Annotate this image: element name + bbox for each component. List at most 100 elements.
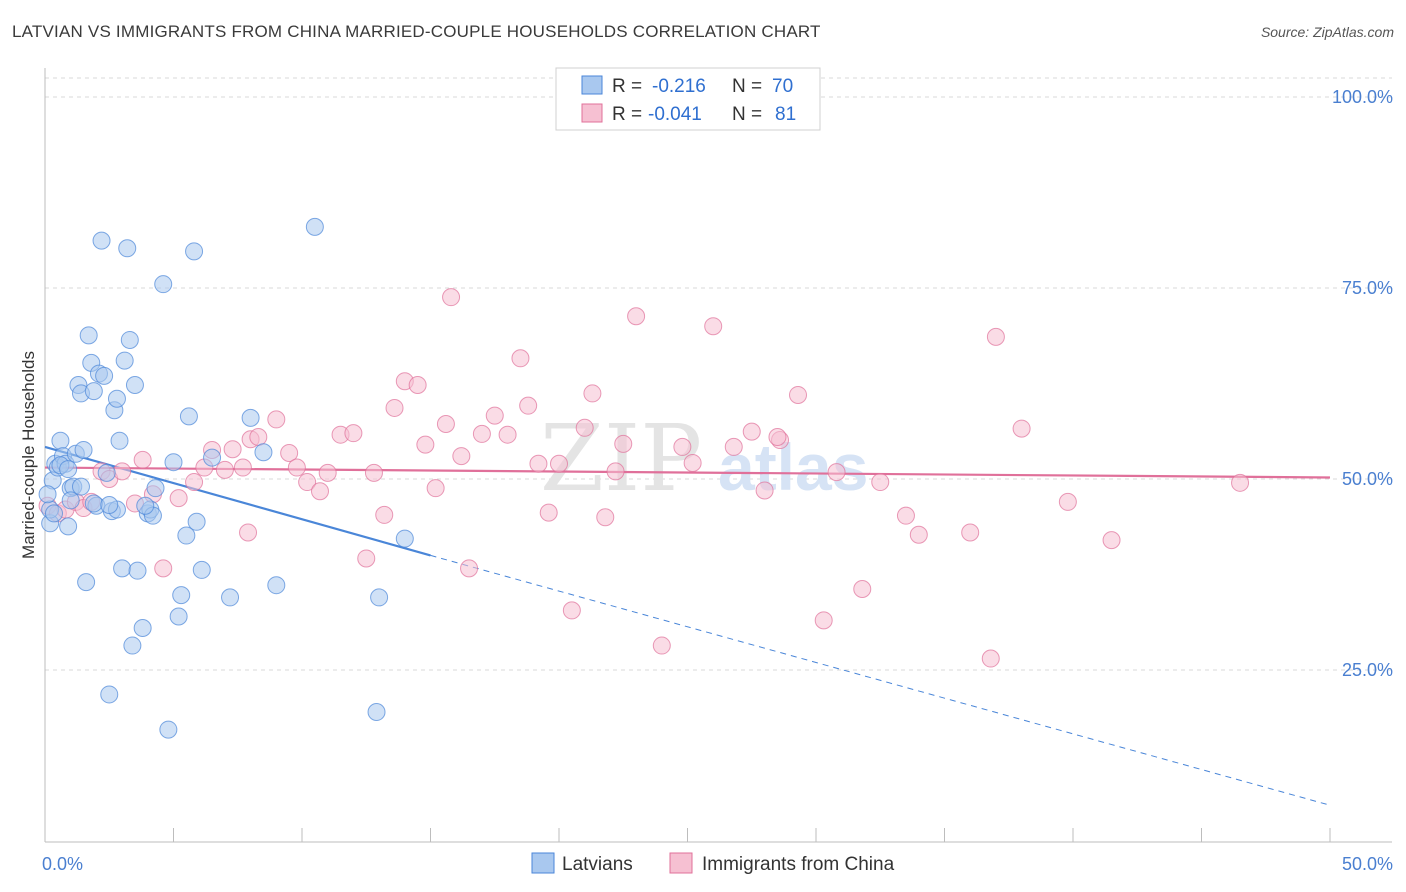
scatter-points: [38, 217, 1250, 739]
point-latvians: [133, 618, 152, 637]
point-latvians: [100, 685, 119, 704]
point-china: [896, 506, 915, 525]
point-latvians: [115, 351, 134, 370]
point-latvians: [95, 366, 114, 385]
trend-latvians-extrapolated: [430, 554, 1331, 806]
point-china: [789, 385, 808, 404]
legend-r-label-1: R =: [612, 76, 642, 97]
point-china: [442, 288, 461, 307]
point-china: [249, 427, 268, 446]
point-latvians: [125, 376, 144, 395]
point-china: [755, 481, 774, 500]
point-latvians: [71, 477, 90, 496]
legend-bottom-latvians: Latvians: [562, 854, 633, 875]
point-latvians: [123, 636, 142, 655]
point-china: [364, 463, 383, 482]
point-china: [169, 489, 188, 508]
point-latvians: [61, 491, 80, 510]
point-china: [596, 508, 615, 527]
point-china: [562, 601, 581, 620]
point-china: [310, 482, 329, 501]
point-latvians: [241, 408, 260, 427]
point-china: [683, 453, 702, 472]
point-china: [344, 424, 363, 443]
point-latvians: [177, 526, 196, 545]
point-latvians: [179, 407, 198, 426]
legend-bottom-swatch-china: [669, 852, 693, 874]
point-latvians: [172, 586, 191, 605]
legend-swatch-china: [581, 103, 603, 123]
x-tick-label-min: 0.0%: [42, 854, 83, 874]
point-latvians: [59, 460, 78, 479]
point-china: [652, 636, 671, 655]
point-china: [614, 434, 633, 453]
point-latvians: [38, 485, 57, 504]
point-latvians: [113, 559, 132, 578]
point-china: [267, 410, 286, 429]
point-china: [375, 505, 394, 524]
point-latvians: [169, 607, 188, 626]
point-china: [1012, 419, 1031, 438]
point-latvians: [395, 529, 414, 548]
point-latvians: [77, 573, 96, 592]
point-latvians: [74, 440, 93, 459]
point-china: [550, 454, 568, 473]
axes: [44, 68, 1392, 843]
point-china: [724, 437, 743, 456]
point-china: [298, 473, 317, 492]
point-china: [185, 473, 204, 492]
trend-china: [44, 466, 1331, 479]
point-china: [529, 454, 548, 473]
point-latvians: [84, 382, 103, 401]
point-china: [961, 523, 980, 542]
point-china: [223, 440, 242, 459]
point-china: [460, 559, 479, 578]
point-latvians: [267, 576, 286, 595]
point-latvians: [187, 512, 206, 531]
point-latvians: [146, 479, 165, 498]
legend-swatch-latvians: [581, 75, 603, 95]
point-latvians: [97, 463, 116, 482]
point-latvians: [79, 326, 98, 345]
y-axis-label: Married-couple Households: [19, 351, 38, 559]
point-china: [416, 435, 435, 454]
point-china: [498, 425, 517, 444]
point-latvians: [59, 517, 78, 536]
legend-n-label-2: N =: [732, 104, 762, 125]
point-china: [426, 479, 445, 498]
legend-bottom-china: Immigrants from China: [702, 854, 895, 875]
point-china: [357, 549, 376, 568]
point-latvians: [84, 494, 103, 513]
point-china: [814, 611, 833, 630]
point-china: [1231, 473, 1250, 492]
chart-source: Source: ZipAtlas.com: [1260, 24, 1394, 40]
point-china: [1058, 492, 1077, 511]
point-china: [511, 349, 530, 368]
point-china: [768, 427, 787, 446]
grid-lines: [45, 77, 1392, 671]
point-latvians: [164, 453, 183, 472]
legend-n-value-2: 81: [775, 104, 796, 125]
point-latvians: [203, 448, 222, 467]
point-china: [154, 559, 173, 578]
point-china: [215, 460, 234, 479]
point-latvians: [100, 495, 119, 514]
point-latvians: [110, 431, 129, 450]
point-china: [909, 525, 928, 544]
point-latvians: [136, 496, 155, 515]
point-china: [472, 424, 491, 443]
point-latvians: [92, 231, 111, 250]
chart-title: LATVIAN VS IMMIGRANTS FROM CHINA MARRIED…: [12, 22, 821, 41]
point-china: [981, 649, 1000, 668]
point-latvians: [305, 217, 324, 236]
legend-r-value-1: -0.216: [652, 76, 706, 97]
point-china: [485, 406, 504, 425]
x-tick-label-max: 50.0%: [1342, 854, 1393, 874]
point-china: [113, 462, 132, 481]
point-china: [133, 450, 152, 469]
legend-stats: R = -0.216 N = 70 R = -0.041 N = 81: [555, 67, 821, 131]
point-china: [704, 317, 723, 336]
point-latvians: [221, 588, 240, 607]
point-latvians: [51, 431, 70, 450]
